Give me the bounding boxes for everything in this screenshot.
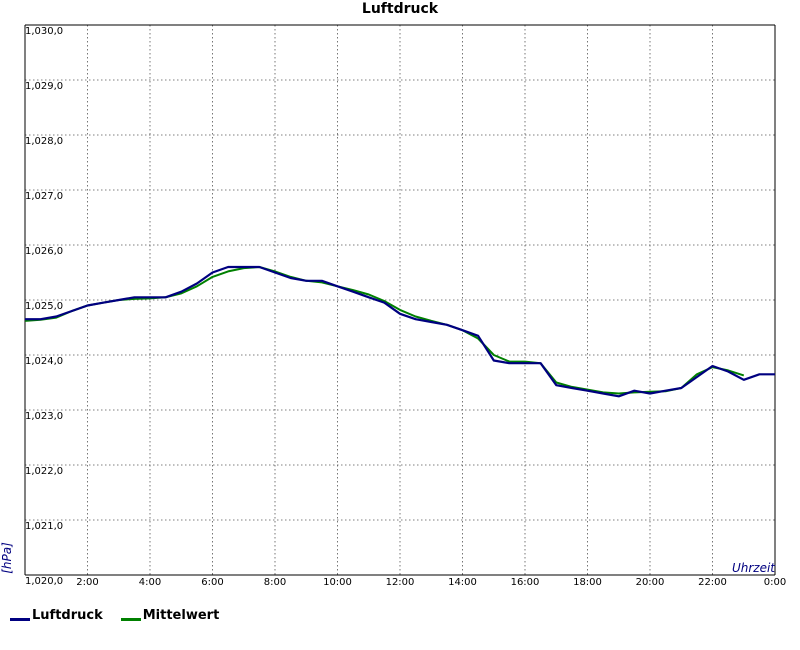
y-tick-label: 1,024,0 xyxy=(25,356,63,367)
legend-item-mittelwert: Mittelwert xyxy=(120,608,220,623)
x-tick-label: 10:00 xyxy=(323,577,352,588)
y-tick-label: 1,029,0 xyxy=(25,81,63,92)
x-tick-label: 8:00 xyxy=(264,577,286,588)
y-tick-label: 1,025,0 xyxy=(25,301,63,312)
x-tick-label: 16:00 xyxy=(511,577,540,588)
x-tick-label: 4:00 xyxy=(139,577,161,588)
x-tick-label: 14:00 xyxy=(448,577,477,588)
series-line-mittelwert xyxy=(24,266,745,395)
chart-title: Luftdruck xyxy=(362,1,439,17)
y-tick-label: 1,028,0 xyxy=(25,136,63,147)
y-tick-label: 1,022,0 xyxy=(25,466,63,477)
y-tick-label: 1,030,0 xyxy=(25,26,63,37)
legend-swatch-mittelwert xyxy=(120,618,141,621)
series-layer xyxy=(24,265,775,398)
x-tick-label: 22:00 xyxy=(698,577,727,588)
y-tick-label: 1,027,0 xyxy=(25,191,63,202)
legend-label-luftdruck: Luftdruck xyxy=(32,608,103,623)
legend-label-mittelwert: Mittelwert xyxy=(142,608,220,623)
grid-layer xyxy=(25,24,775,575)
x-tick-label: 18:00 xyxy=(573,577,602,588)
y-tick-label: 1,023,0 xyxy=(25,411,63,422)
legend: Luftdruck Mittelwert xyxy=(10,608,237,623)
x-axis-title: Uhrzeit xyxy=(732,561,776,575)
y-tick-label: 1,020,0 xyxy=(25,576,63,587)
x-tick-label: 2:00 xyxy=(76,577,98,588)
x-tick-label: 6:00 xyxy=(201,577,223,588)
x-tick-label: 0:00 xyxy=(764,577,786,588)
x-tick-label: 12:00 xyxy=(386,577,415,588)
legend-swatch-luftdruck xyxy=(10,618,30,621)
y-axis-title: [hPa] xyxy=(0,542,14,574)
axis-layer xyxy=(24,24,776,576)
series-line-luftdruck xyxy=(25,265,775,398)
legend-item-luftdruck: Luftdruck xyxy=(10,608,103,623)
y-tick-label: 1,026,0 xyxy=(25,246,63,257)
x-tick-label: 20:00 xyxy=(636,577,665,588)
tick-label-layer: 1,020,0 1,021,0 1,022,0 1,023,0 1,024,0 1,025… xyxy=(25,26,786,588)
y-tick-label: 1,021,0 xyxy=(25,521,63,532)
